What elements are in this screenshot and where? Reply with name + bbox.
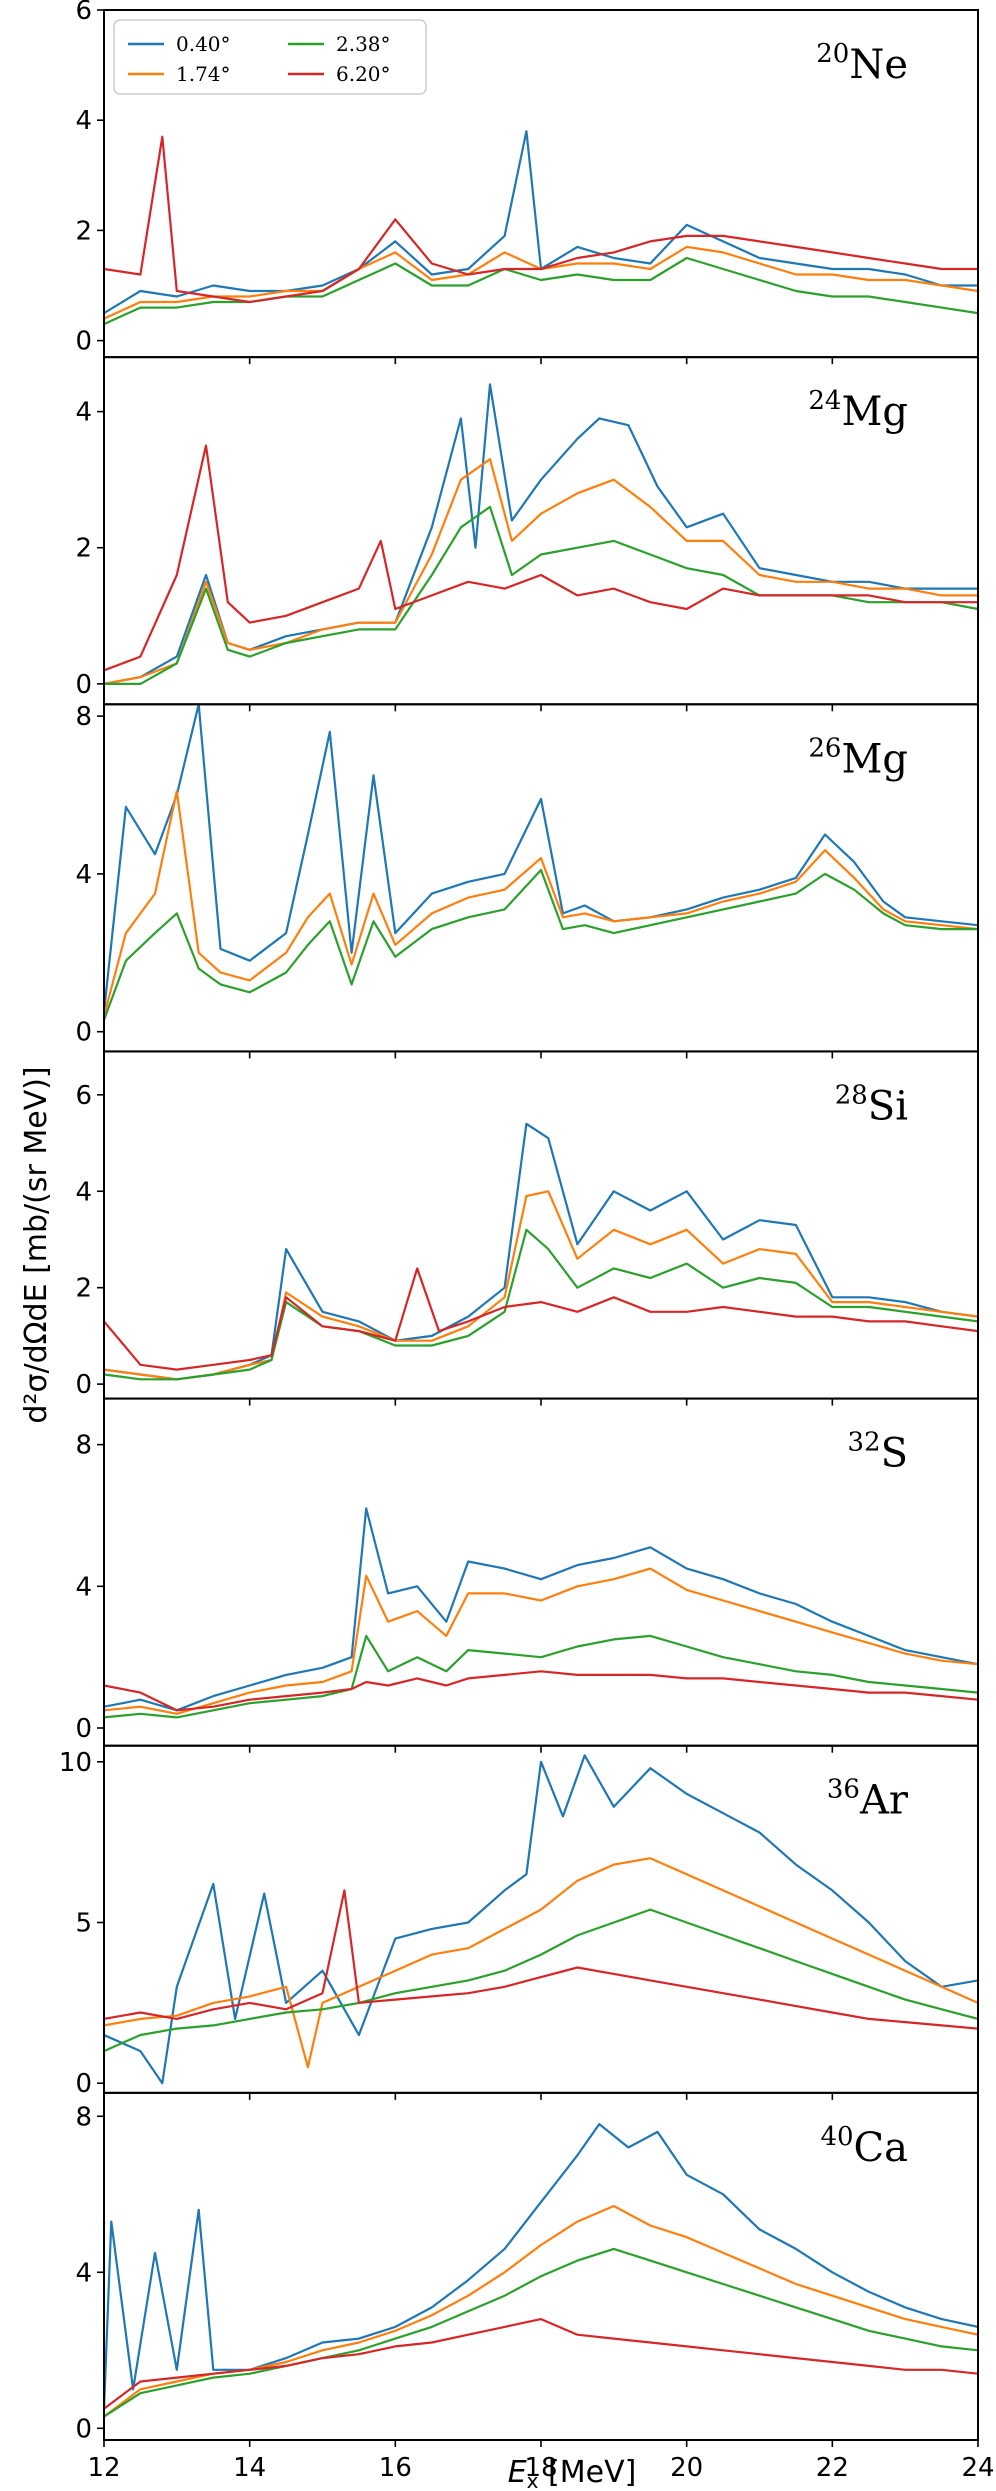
legend-entry-label: 1.74°	[176, 62, 231, 86]
x-tick-label: 22	[816, 2453, 849, 2483]
series-line-2.38°	[104, 868, 978, 1021]
series-line-0.40°	[104, 1507, 978, 1712]
panel-40Ca: 0 4 8 40Ca	[75, 2091, 979, 2447]
x-tick-label: 24	[961, 2453, 994, 2483]
legend-entry-label: 6.20°	[336, 62, 391, 86]
series-line-0.40°	[104, 1122, 978, 1381]
legend: 0.40° 1.74° 2.38° 6.20°	[113, 19, 427, 95]
series-group	[104, 130, 978, 326]
y-tick-label: 0	[75, 1370, 92, 1400]
y-tick-label: 6	[75, 1081, 92, 1111]
panel-label: 26Mg	[808, 733, 908, 782]
panel-26Mg: 0 4 8 26Mg	[75, 702, 979, 1059]
y-tick-label: 4	[75, 106, 92, 136]
x-tick-label: 12	[87, 2453, 120, 2483]
series-line-1.74°	[104, 2204, 978, 2418]
y-tick-label: 2	[75, 1274, 92, 1304]
series-line-1.74°	[104, 789, 978, 1017]
y-tick-label: 8	[75, 702, 92, 732]
panel-label: 40Ca	[820, 2122, 908, 2171]
legend-box	[113, 19, 427, 95]
series-group	[104, 1122, 978, 1381]
y-tick-label: 0	[75, 2414, 92, 2444]
y-tick-label: 2	[75, 216, 92, 246]
y-tick-label: 5	[75, 1909, 92, 1939]
y-tick-label: 4	[75, 398, 92, 428]
panel-label: 28Si	[835, 1080, 908, 1129]
panel-label: 20Ne	[816, 39, 908, 88]
panel-label: 32S	[848, 1428, 909, 1477]
y-tick-label: 10	[59, 1748, 92, 1778]
series-line-2.38°	[104, 1908, 978, 2053]
x-tick-label: 18	[524, 2453, 557, 2483]
panel-24Mg: 0 2 4 24Mg	[75, 356, 979, 712]
y-tick-label: 4	[75, 860, 92, 890]
legend-entry-label: 2.38°	[336, 32, 391, 56]
series-line-6.20°	[104, 1670, 978, 1712]
series-line-1.74°	[104, 245, 978, 320]
series-line-2.38°	[104, 2247, 978, 2418]
series-group	[104, 1754, 978, 2085]
panels-group: 0 2 4 6 20Ne 0 2 4 24Mg 0 4 8 26Mg 0 2 4 6 28Si 0 4 8 32S 0 5 10…	[59, 0, 979, 2447]
y-tick-label: 0	[75, 1714, 92, 1744]
series-line-1.74°	[104, 458, 978, 685]
series-line-6.20°	[104, 444, 978, 672]
y-tick-label: 0	[75, 1018, 92, 1048]
y-tick-label: 2	[75, 534, 92, 564]
y-tick-label: 8	[75, 2102, 92, 2132]
panel-28Si: 0 2 4 6 28Si	[75, 1050, 979, 1406]
shared-x-axis: 12 14 16 18 20 22 24	[87, 2453, 994, 2483]
panel-label: 24Mg	[808, 386, 908, 435]
y-tick-label: 0	[75, 327, 92, 357]
y-tick-label: 0	[75, 670, 92, 700]
series-line-1.74°	[104, 1857, 978, 2069]
panel-label: 36Ar	[827, 1775, 909, 1824]
x-tick-label: 20	[670, 2453, 703, 2483]
series-line-6.20°	[104, 2318, 978, 2410]
y-tick-label: 4	[75, 1572, 92, 1602]
series-line-6.20°	[104, 1889, 978, 2030]
series-line-2.38°	[104, 1634, 978, 1719]
y-tick-label: 8	[75, 1431, 92, 1461]
series-line-1.74°	[104, 1567, 978, 1715]
series-group	[104, 1507, 978, 1719]
series-line-1.74°	[104, 1190, 978, 1381]
series-line-0.40°	[104, 704, 978, 1013]
x-tick-label: 16	[379, 2453, 412, 2483]
series-line-6.20°	[104, 1267, 978, 1371]
legend-entry-label: 0.40°	[176, 32, 231, 56]
y-tick-label: 6	[75, 0, 92, 26]
series-line-0.40°	[104, 130, 978, 315]
series-group	[104, 704, 978, 1021]
series-line-0.40°	[104, 1754, 978, 2085]
y-tick-label: 4	[75, 2258, 92, 2288]
x-axis-title: Ex [MeV]	[508, 2455, 637, 2491]
series-group	[104, 2123, 978, 2418]
y-axis-title: d²σ/dΩdE [mb/(sr MeV)]	[19, 1066, 54, 1423]
y-tick-label: 0	[75, 2069, 92, 2099]
series-group	[104, 383, 978, 686]
series-line-2.38°	[104, 1228, 978, 1381]
x-tick-label: 14	[233, 2453, 266, 2483]
series-line-6.20°	[104, 135, 978, 304]
series-line-0.40°	[104, 2123, 978, 2409]
panel-36Ar: 0 5 10 36Ar	[59, 1744, 979, 2100]
panel-32S: 0 4 8 32S	[75, 1397, 979, 1753]
y-tick-label: 4	[75, 1177, 92, 1207]
